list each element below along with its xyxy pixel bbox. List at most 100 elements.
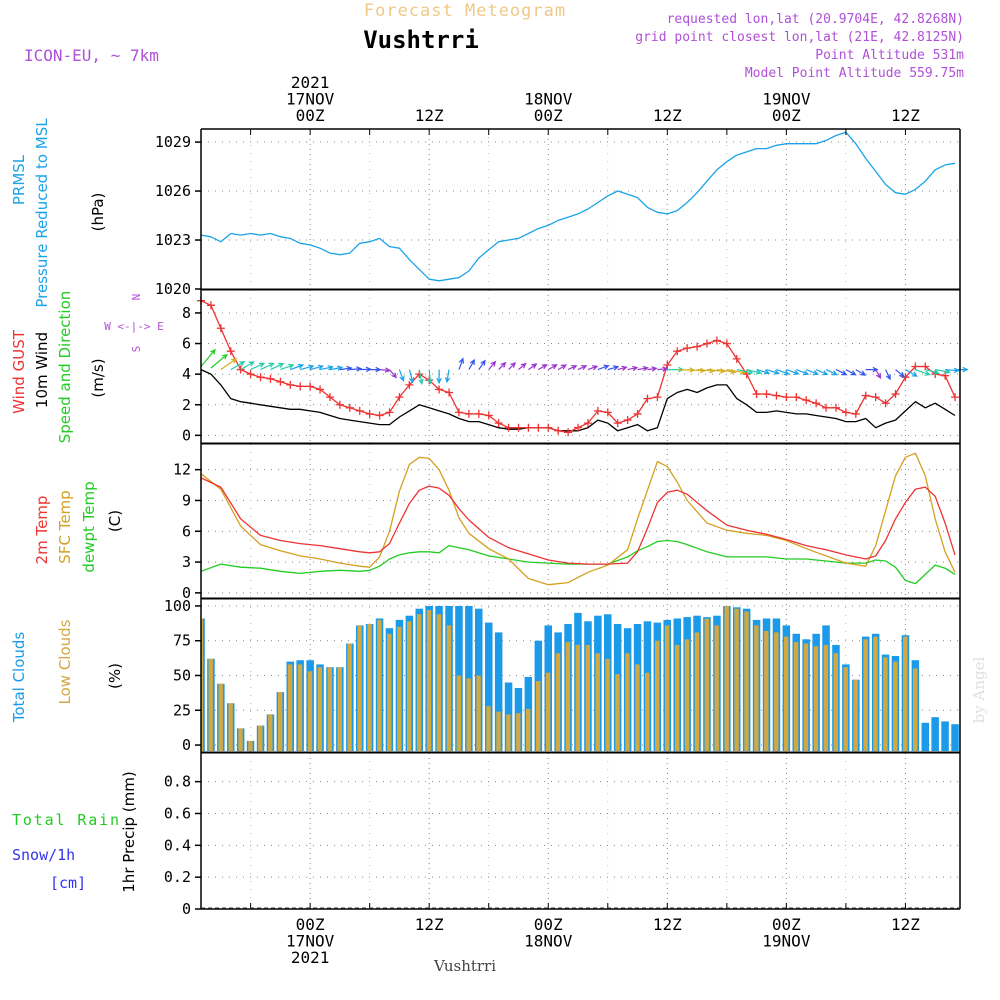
low-cloud-bar xyxy=(555,653,561,751)
gust-marker xyxy=(703,339,711,348)
wind-arrow xyxy=(925,369,940,375)
low-cloud-bar xyxy=(714,625,719,751)
low-cloud-bar xyxy=(218,683,223,751)
low-cloud-bar xyxy=(426,610,432,751)
total-cloud-bar xyxy=(941,721,949,751)
wind-arrow xyxy=(557,364,568,371)
y-tick-label: 12 xyxy=(173,461,191,479)
gust-marker xyxy=(762,390,771,399)
frame xyxy=(200,128,961,910)
wind-arrow xyxy=(905,369,918,377)
wind-arrow xyxy=(309,364,325,371)
compass-s: S xyxy=(130,346,143,353)
gust-marker xyxy=(454,408,463,417)
y-tick-label: 0 xyxy=(182,900,191,918)
low-cloud-bar xyxy=(496,711,501,752)
low-cloud-bar xyxy=(674,644,680,751)
temp2m-line xyxy=(200,477,956,565)
low-cloud-bar xyxy=(833,653,838,751)
gust-marker xyxy=(325,393,334,402)
wind-arrow xyxy=(359,366,372,373)
clouds-panel: 0 25 50 75 100 xyxy=(164,597,960,754)
point-altitude: Point Altitude 531m xyxy=(815,48,964,63)
wind-arrow xyxy=(825,369,839,376)
gust-marker xyxy=(812,399,821,408)
gust-marker xyxy=(474,409,483,418)
precip-panel: 0 0.2 0.4 0.6 0.8 xyxy=(164,753,960,918)
wind-arrow xyxy=(835,369,848,376)
gust-marker xyxy=(385,408,394,417)
wind-arrow xyxy=(240,361,255,371)
y-tick-label: 6 xyxy=(182,522,191,540)
low-cloud-bar xyxy=(347,643,352,751)
low-cloud-bar xyxy=(436,614,442,751)
gust-marker xyxy=(216,324,225,333)
gust-marker xyxy=(544,423,553,432)
low-cloud-bar xyxy=(595,653,600,751)
low-cloud-bar xyxy=(903,636,908,752)
y-tick-label: 1023 xyxy=(155,231,191,249)
wind-arrow xyxy=(300,364,315,371)
low-cloud-bar xyxy=(635,664,640,752)
total-cloud-bar xyxy=(951,724,959,752)
gust-marker xyxy=(583,419,592,428)
gust-marker xyxy=(395,393,404,402)
gust-marker xyxy=(286,380,295,389)
requested-coords: requested lon,lat (20.9704E, 42.8268N) xyxy=(667,12,964,27)
cloud-ylabel-total: Total Clouds xyxy=(10,632,28,724)
cloud-ylabel-low: Low Clouds xyxy=(56,619,74,704)
y-tick-label: 0.4 xyxy=(164,836,191,854)
precip-label-snow: Snow/1h xyxy=(12,846,75,864)
low-cloud-bar xyxy=(446,625,452,751)
gust-marker xyxy=(405,380,414,389)
gust-marker xyxy=(494,419,503,428)
wind-arrow xyxy=(776,369,791,376)
low-cloud-bar xyxy=(287,664,293,752)
wind-arrow xyxy=(766,369,781,375)
wind-arrow xyxy=(627,365,639,372)
low-cloud-bar xyxy=(377,619,382,752)
y-tick-label: 1020 xyxy=(155,280,191,298)
gust-marker xyxy=(851,409,860,418)
low-cloud-bar xyxy=(754,625,759,751)
wind-arrow xyxy=(597,364,610,371)
top-tick-label: 00Z xyxy=(772,106,801,125)
wind-arrow xyxy=(547,364,558,371)
low-cloud-bar xyxy=(536,681,541,752)
wind-arrow xyxy=(815,369,829,376)
gust-marker xyxy=(335,400,344,409)
low-cloud-bar xyxy=(724,606,729,752)
wind-arrow xyxy=(379,367,392,373)
wind-arrow xyxy=(418,369,424,386)
top-tick-label: 18NOV xyxy=(524,90,573,109)
gust-marker xyxy=(345,403,354,412)
low-cloud-bar xyxy=(486,706,491,751)
gust-marker xyxy=(464,409,473,418)
gust-marker xyxy=(901,373,910,382)
gust-marker xyxy=(593,406,602,415)
top-tick-label: 12Z xyxy=(653,106,682,125)
wind-arrow xyxy=(855,369,867,376)
wind-arrow xyxy=(436,369,442,385)
wind-arrow xyxy=(895,369,906,378)
top-tick-label: 12Z xyxy=(415,106,444,125)
wind-arrow xyxy=(389,369,397,379)
low-cloud-bar xyxy=(526,708,531,752)
wind-arrow xyxy=(587,365,599,371)
y-tick-label: 75 xyxy=(173,632,191,650)
gust-marker xyxy=(683,344,692,353)
gust-marker xyxy=(861,391,870,400)
panels: 102010231026102902468036912025507510000.… xyxy=(155,128,969,918)
low-cloud-bar xyxy=(843,667,848,752)
wind-arrow xyxy=(915,369,931,376)
gust-marker xyxy=(633,409,642,418)
subtitle: Forecast Meteogram xyxy=(364,1,566,21)
wind-ylabel-unit: (m/s) xyxy=(89,358,107,397)
wind-arrow xyxy=(427,369,433,385)
gust-marker xyxy=(504,423,513,432)
total-cloud-bar xyxy=(931,717,939,751)
wind-arrow xyxy=(875,369,882,380)
low-cloud-bar xyxy=(397,626,402,751)
low-cloud-bar xyxy=(734,608,739,751)
